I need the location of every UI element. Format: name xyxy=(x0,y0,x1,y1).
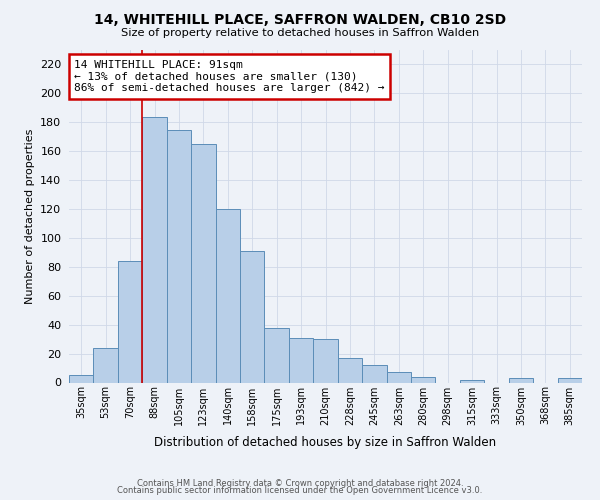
Bar xyxy=(265,328,289,382)
Bar xyxy=(289,338,313,382)
Bar xyxy=(167,130,191,382)
Bar xyxy=(142,116,167,382)
Bar xyxy=(338,358,362,382)
Bar xyxy=(411,376,436,382)
X-axis label: Distribution of detached houses by size in Saffron Walden: Distribution of detached houses by size … xyxy=(154,436,497,449)
Bar xyxy=(215,209,240,382)
Text: 14, WHITEHILL PLACE, SAFFRON WALDEN, CB10 2SD: 14, WHITEHILL PLACE, SAFFRON WALDEN, CB1… xyxy=(94,12,506,26)
Text: Contains HM Land Registry data © Crown copyright and database right 2024.: Contains HM Land Registry data © Crown c… xyxy=(137,478,463,488)
Y-axis label: Number of detached properties: Number of detached properties xyxy=(25,128,35,304)
Bar xyxy=(557,378,582,382)
Bar xyxy=(69,376,94,382)
Bar xyxy=(509,378,533,382)
Bar xyxy=(460,380,484,382)
Bar xyxy=(118,261,142,382)
Text: Size of property relative to detached houses in Saffron Walden: Size of property relative to detached ho… xyxy=(121,28,479,38)
Bar xyxy=(240,251,265,382)
Bar xyxy=(386,372,411,382)
Bar xyxy=(313,339,338,382)
Text: 14 WHITEHILL PLACE: 91sqm
← 13% of detached houses are smaller (130)
86% of semi: 14 WHITEHILL PLACE: 91sqm ← 13% of detac… xyxy=(74,60,385,93)
Text: Contains public sector information licensed under the Open Government Licence v3: Contains public sector information licen… xyxy=(118,486,482,495)
Bar xyxy=(362,365,386,382)
Bar xyxy=(94,348,118,382)
Bar xyxy=(191,144,215,382)
